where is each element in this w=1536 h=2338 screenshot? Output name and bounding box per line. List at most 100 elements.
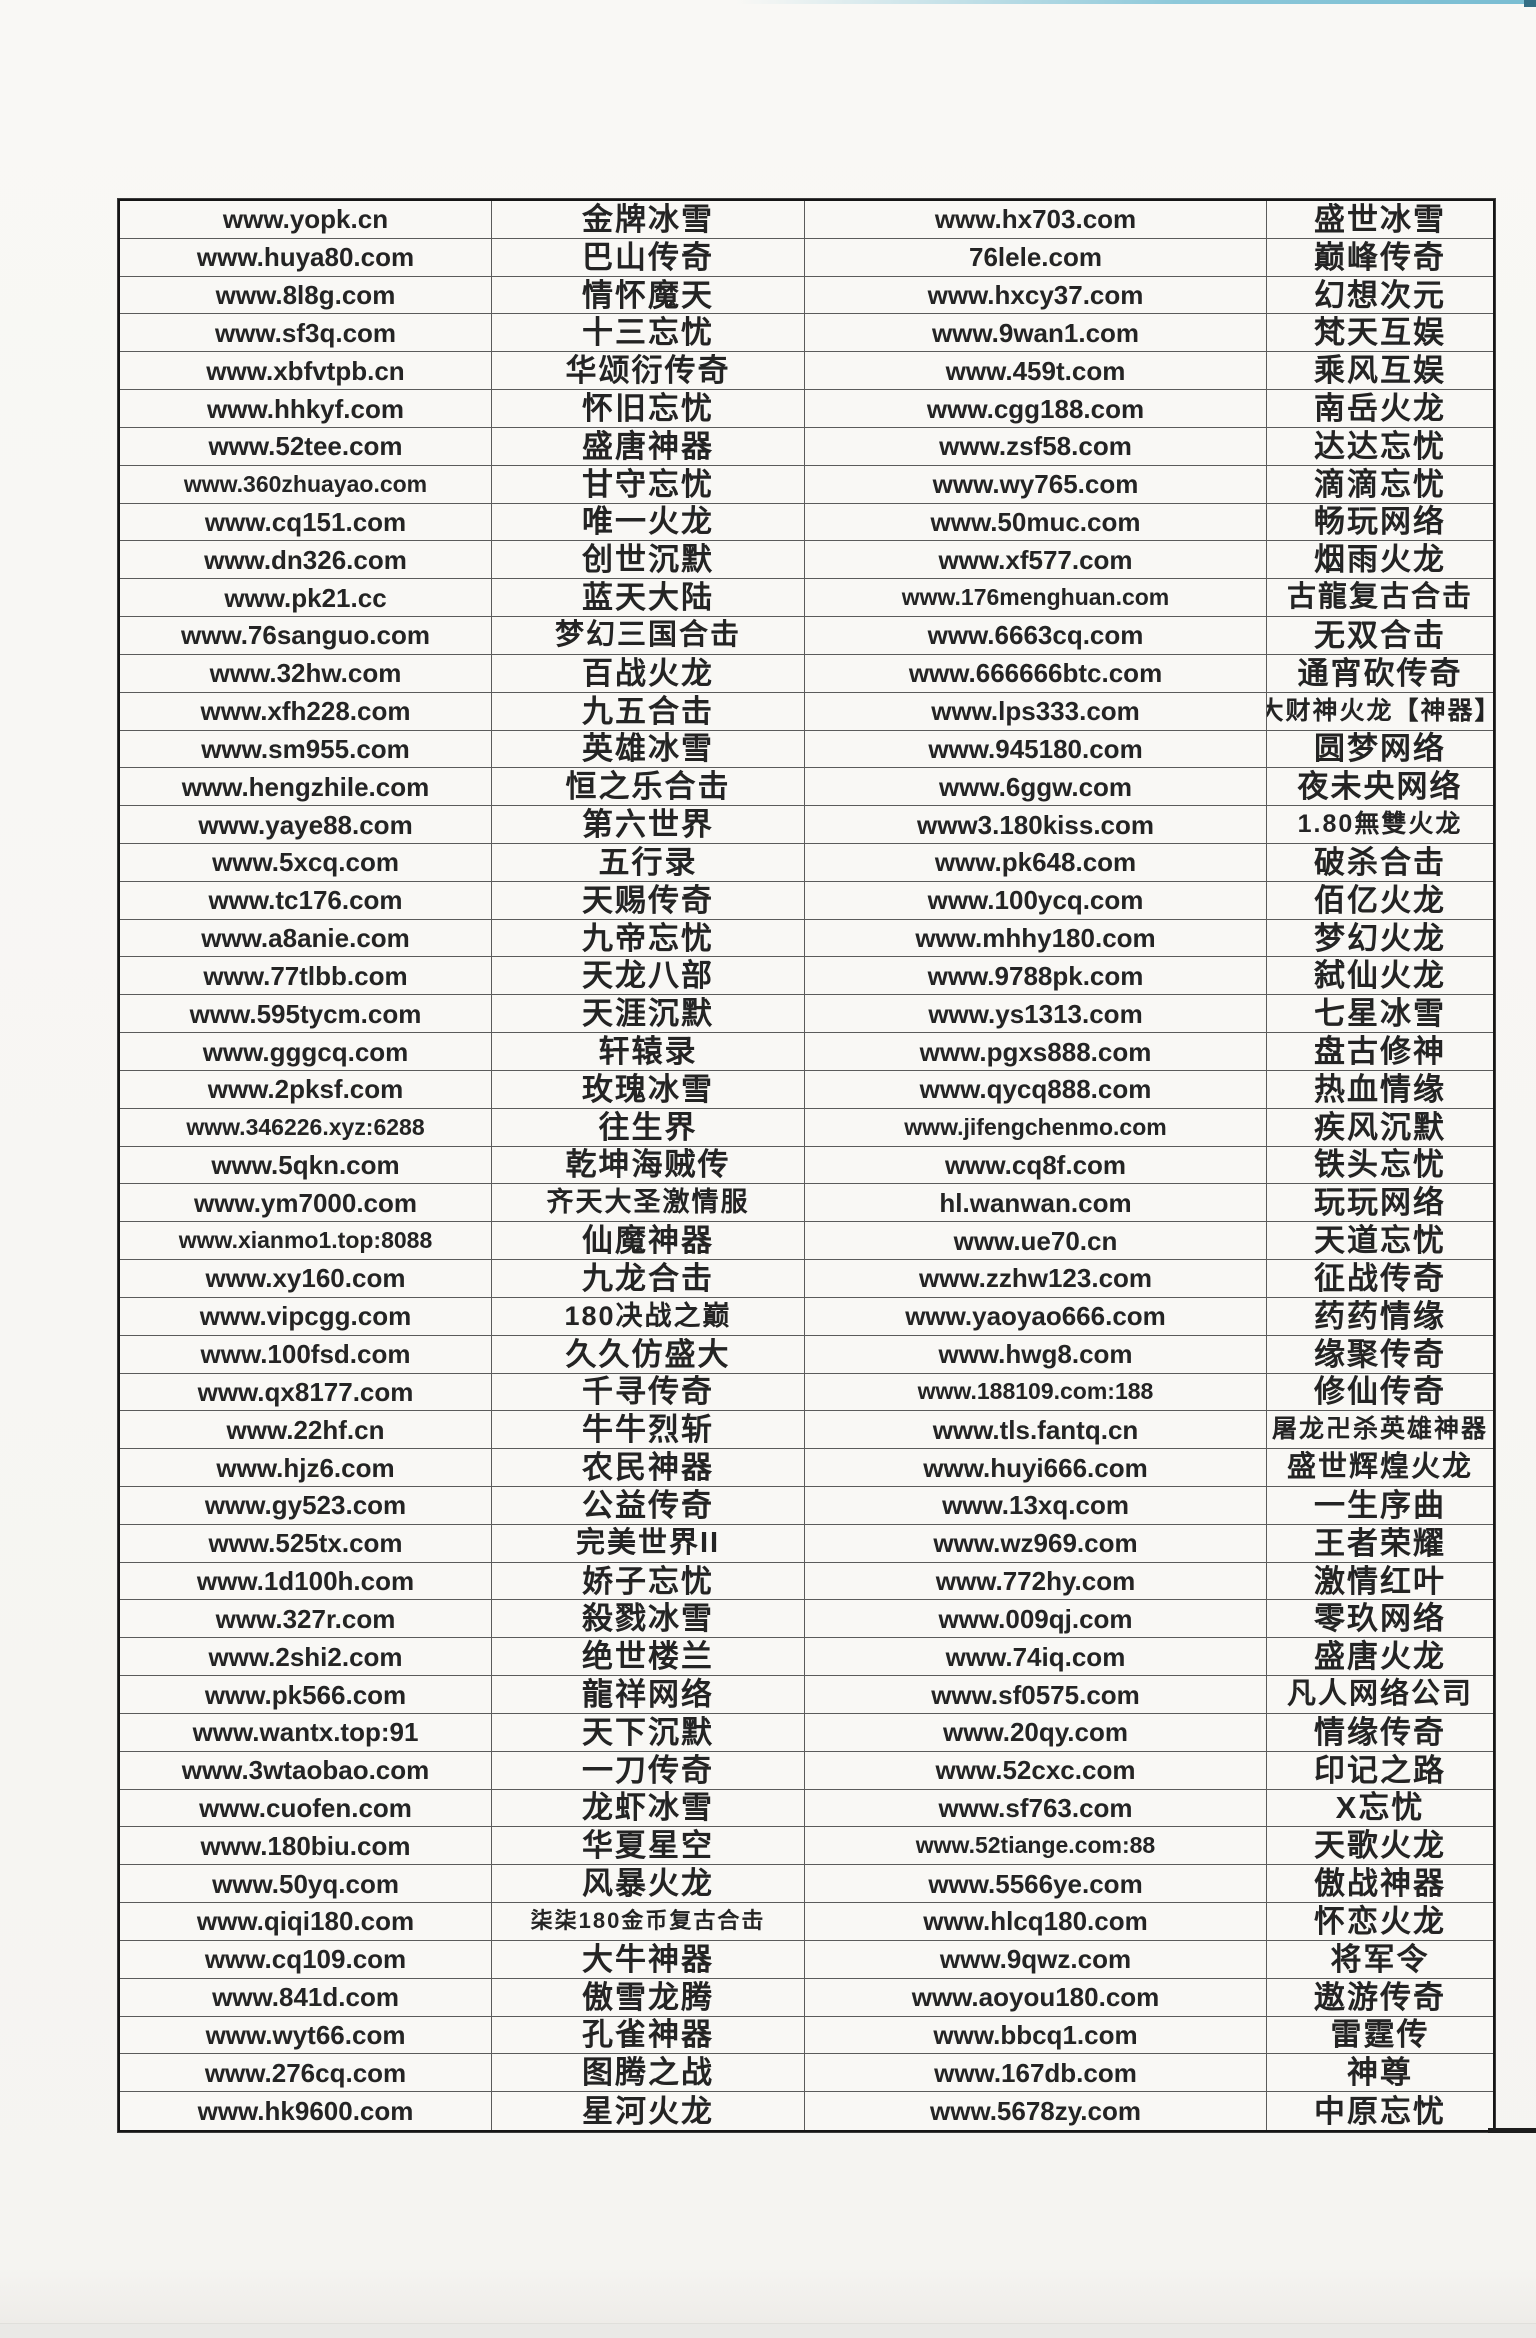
url-cell: www.yopk.cn bbox=[120, 201, 492, 239]
url-cell: www.hxcy37.com bbox=[805, 276, 1267, 315]
game-name-cell: 印记之路 bbox=[1267, 1752, 1493, 1790]
game-name-cell: 玫瑰冰雪 bbox=[492, 1070, 805, 1109]
game-name-cell: 180决战之巅 bbox=[492, 1297, 805, 1336]
game-name-cell: 南岳火龙 bbox=[1267, 390, 1493, 428]
game-name-cell: 零玖网络 bbox=[1267, 1600, 1493, 1639]
url-cell: www.zzhw123.com bbox=[805, 1260, 1267, 1298]
game-name-cell: 风暴火龙 bbox=[492, 1865, 805, 1904]
url-cell: www3.180kiss.com bbox=[805, 806, 1267, 844]
game-name-cell: 天涯沉默 bbox=[492, 995, 805, 1034]
game-name-cell: 五行录 bbox=[492, 843, 805, 882]
url-cell: www.9wan1.com bbox=[805, 314, 1267, 353]
game-name-cell: 唯一火龙 bbox=[492, 503, 805, 542]
url-cell: www.dn326.com bbox=[120, 541, 492, 580]
url-cell: www.xy160.com bbox=[120, 1260, 492, 1298]
url-cell: www.cq8f.com bbox=[805, 1146, 1267, 1185]
url-cell: www.gggcq.com bbox=[120, 1033, 492, 1071]
game-name-cell: 九龙合击 bbox=[492, 1260, 805, 1298]
scan-artifact-bottom-line bbox=[1488, 2128, 1536, 2133]
url-cell: www.666666btc.com bbox=[805, 654, 1267, 693]
url-cell: www.6663cq.com bbox=[805, 617, 1267, 655]
scan-shadow-bottom bbox=[0, 2323, 1536, 2338]
game-name-cell: 通宵砍传奇 bbox=[1267, 655, 1493, 693]
game-name-cell: 十三忘忧 bbox=[492, 314, 805, 353]
url-cell: www.hlcq180.com bbox=[805, 1903, 1267, 1941]
game-name-cell: 公益传奇 bbox=[492, 1486, 805, 1525]
game-name-cell: 英雄冰雪 bbox=[492, 730, 805, 769]
game-name-cell: 殺戮冰雪 bbox=[492, 1600, 805, 1639]
game-name-cell: 怀恋火龙 bbox=[1267, 1903, 1493, 1941]
url-cell: www.xfh228.com bbox=[120, 692, 492, 731]
game-name-cell: 中原忘忧 bbox=[1314, 2093, 1446, 2129]
url-cell: www.276cq.com bbox=[120, 2054, 492, 2093]
game-name-cell: 疾风沉默 bbox=[1267, 1109, 1493, 1147]
url-cell: www.hx703.com bbox=[805, 201, 1267, 239]
url-cell: www.qycq888.com bbox=[805, 1070, 1267, 1109]
game-name-cell: 七星冰雪 bbox=[1267, 995, 1493, 1034]
url-cell: www.2pksf.com bbox=[120, 1070, 492, 1109]
url-cell: www.qiqi180.com bbox=[120, 1903, 492, 1941]
url-cell: www.52cxc.com bbox=[805, 1751, 1267, 1790]
url-cell: www.525tx.com bbox=[120, 1524, 492, 1563]
url-cell: www.188109.com:188 bbox=[805, 1373, 1267, 1412]
game-name-cell: 牛牛烈斩 bbox=[492, 1411, 805, 1450]
url-cell: www.pgxs888.com bbox=[805, 1033, 1267, 1071]
url-cell: www.595tycm.com bbox=[120, 995, 492, 1034]
url-cell: www.5xcq.com bbox=[120, 843, 492, 882]
url-cell: www.huyi666.com bbox=[805, 1449, 1267, 1487]
game-name-cell: 无双合击 bbox=[1267, 617, 1493, 655]
url-cell: www.hhkyf.com bbox=[120, 390, 492, 428]
url-cell: www.sf0575.com bbox=[805, 1676, 1267, 1714]
game-name-cell: 九帝忘忧 bbox=[492, 919, 805, 958]
url-cell: www.76sanguo.com bbox=[120, 617, 492, 655]
url-cell: www.sm955.com bbox=[120, 730, 492, 769]
url-cell: www.360zhuayao.com bbox=[120, 465, 492, 504]
url-cell: www.841d.com bbox=[120, 1978, 492, 2017]
game-name-cell: 大牛神器 bbox=[492, 1940, 805, 1979]
game-name-cell: 怀旧忘忧 bbox=[492, 390, 805, 428]
url-cell: www.lps333.com bbox=[805, 692, 1267, 731]
url-cell: www.1d100h.com bbox=[120, 1562, 492, 1601]
game-name-cell: 王者荣耀 bbox=[1267, 1525, 1493, 1563]
game-name-cell: 修仙传奇 bbox=[1267, 1374, 1493, 1412]
url-cell: www.gy523.com bbox=[120, 1486, 492, 1525]
game-name-cell: 金牌冰雪 bbox=[492, 201, 805, 239]
game-name-cell: 大财神火龙【神器】 bbox=[1267, 693, 1493, 731]
url-cell: www.6ggw.com bbox=[805, 768, 1267, 807]
game-name-cell: 热血情缘 bbox=[1267, 1071, 1493, 1109]
url-cell: www.5566ye.com bbox=[805, 1865, 1267, 1904]
game-name-cell: 创世沉默 bbox=[492, 541, 805, 580]
url-cell: www.wy765.com bbox=[805, 465, 1267, 504]
url-cell: www.xianmo1.top:8088 bbox=[120, 1222, 492, 1261]
game-name-cell: 盘古修神 bbox=[1267, 1033, 1493, 1071]
game-name-cell: 巴山传奇 bbox=[492, 238, 805, 277]
game-name-cell: 久久仿盛大 bbox=[492, 1335, 805, 1374]
game-name-cell: 玩玩网络 bbox=[1267, 1184, 1493, 1223]
game-name-cell: 遨游传奇 bbox=[1267, 1979, 1493, 2017]
url-cell: www.180biu.com bbox=[120, 1827, 492, 1866]
url-cell: www.tc176.com bbox=[120, 881, 492, 920]
game-name-cell: 夜未央网络 bbox=[1267, 768, 1493, 807]
scan-edge-artifact-top bbox=[736, 0, 1536, 4]
game-name-cell: 农民神器 bbox=[492, 1449, 805, 1487]
url-cell: www.yaye88.com bbox=[120, 806, 492, 844]
game-name-cell: 星河火龙 bbox=[492, 2092, 805, 2130]
game-name-cell: 征战传奇 bbox=[1267, 1260, 1493, 1298]
url-cell: www.wz969.com bbox=[805, 1524, 1267, 1563]
game-name-cell: 巅峰传奇 bbox=[1267, 239, 1493, 277]
url-cell: www.8l8g.com bbox=[120, 276, 492, 315]
game-name-cell: 1.80無雙火龙 bbox=[1267, 806, 1493, 844]
game-name-cell: 情怀魔天 bbox=[492, 276, 805, 315]
url-cell: www.9788pk.com bbox=[805, 957, 1267, 996]
game-name-cell: 梵天互娱 bbox=[1267, 314, 1493, 353]
url-cell: www.2shi2.com bbox=[120, 1638, 492, 1677]
game-name-cell: 华颂衍传奇 bbox=[492, 352, 805, 391]
url-cell: www.qx8177.com bbox=[120, 1373, 492, 1412]
game-name-cell: 蓝天大陆 bbox=[492, 579, 805, 618]
url-cell: www.ys1313.com bbox=[805, 995, 1267, 1034]
game-name-cell: 乘风互娱 bbox=[1267, 352, 1493, 391]
game-name-cell: 一刀传奇 bbox=[492, 1751, 805, 1790]
url-cell: www.945180.com bbox=[805, 730, 1267, 769]
game-name-cell: 完美世界II bbox=[492, 1524, 805, 1563]
